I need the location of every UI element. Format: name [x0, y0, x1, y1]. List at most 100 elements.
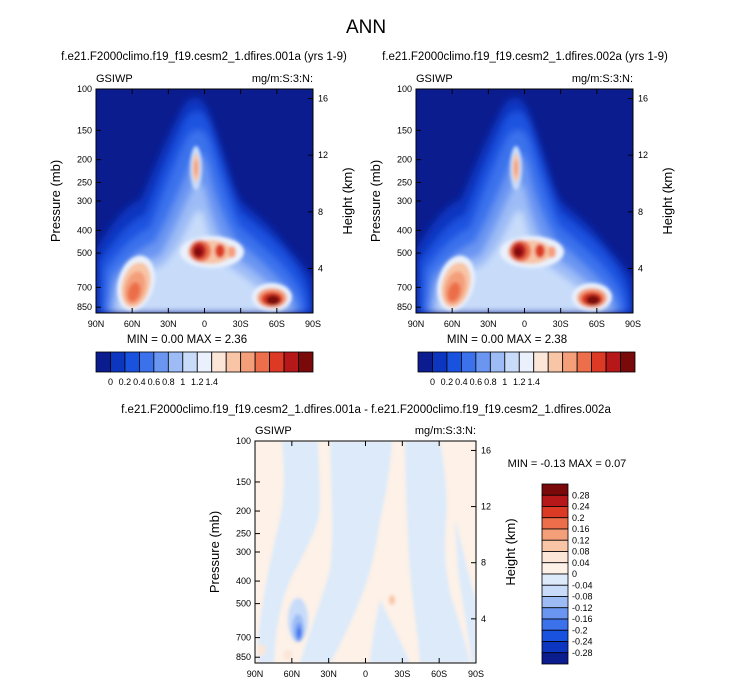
x-tick-label: 30S [394, 669, 410, 679]
colorbar-label: 0.08 [572, 547, 590, 557]
colorbar-swatch [110, 351, 126, 373]
colorbar-label: 1.2 [191, 377, 204, 387]
colorbar-swatch [541, 494, 569, 507]
colorbar-swatch [541, 562, 569, 575]
colorbar-label: -0.12 [572, 603, 593, 613]
colorbar-swatch [541, 652, 569, 665]
x-tick-label: 60S [269, 319, 285, 329]
panel-diff-axes: 90N 60N 30N 0 30S 60S 90S 100 150 200 250 300 400 500… [236, 436, 491, 679]
colorbar-label: 0.2 [441, 377, 454, 387]
colorbar-label: -0.28 [572, 648, 593, 658]
panel-2-axes: 90N 60N 30N 0 30S 60S 90S 100 150 200 250 300 400 500… [397, 84, 648, 329]
colorbar-swatch [298, 351, 314, 373]
colorbar-swatch [283, 351, 299, 373]
y-tick-label: 200 [77, 155, 92, 165]
panel-2-field [416, 89, 633, 313]
y-tick-label: 500 [236, 599, 251, 609]
colorbar-swatch [541, 641, 569, 654]
x-tick-label: 30S [553, 319, 569, 329]
colorbar-label: 0.8 [162, 377, 175, 387]
y-tick-label: 300 [77, 196, 92, 206]
panel-diff-minmax: MIN = -0.13 MAX = 0.07 [508, 458, 627, 470]
colorbar-label: 0.28 [572, 490, 590, 500]
colorbar-label: 0.2 [572, 513, 585, 523]
panel-2-ylabel: Pressure (mb) [368, 160, 383, 242]
x-tick-label: 90S [468, 669, 484, 679]
x-tick-label: 30N [480, 319, 497, 329]
colorbar-swatch [240, 351, 256, 373]
x-tick-label: 0 [202, 319, 207, 329]
y-tick-label: 200 [236, 506, 251, 516]
x-tick-label: 90N [408, 319, 425, 329]
colorbar-swatch [541, 584, 569, 597]
y-tick-label: 250 [77, 177, 92, 187]
colorbar-swatch [541, 573, 569, 586]
colorbar-label: -0.2 [572, 625, 588, 635]
colorbar-swatch [182, 351, 198, 373]
x-tick-label: 60S [589, 319, 605, 329]
colorbar-label: 0 [572, 569, 577, 579]
colorbar-swatch [541, 551, 569, 564]
y-tick-label: 700 [236, 633, 251, 643]
panel-2-units: mg/m:S:3:N: [572, 73, 633, 85]
y-tick-label: 700 [397, 282, 412, 292]
panel-2: f.e21.F2000climo.f19_f19.cesm2_1.dfires.… [368, 51, 675, 387]
panel-diff-colorbar: 0.280.240.20.160.120.080.040-0.04-0.08-0… [541, 483, 593, 665]
figure-title: ANN [346, 17, 386, 38]
x-tick-label: 60N [124, 319, 141, 329]
x-tick-label: 90N [88, 319, 105, 329]
y-tick-label: 850 [397, 302, 412, 312]
x-tick-label: 90S [625, 319, 641, 329]
colorbar-swatch [432, 351, 448, 373]
x-tick-label: 60S [431, 669, 447, 679]
colorbar-swatch [138, 351, 155, 373]
y-tick-label: 200 [397, 155, 412, 165]
x-tick-label: 30N [160, 319, 177, 329]
colorbar-swatch [541, 539, 569, 552]
panel-1-axes: 90N 60N 30N 0 30S 60S 90S 100 150 200 250 300 400 500… [77, 84, 328, 329]
panel-2-minmax: MIN = 0.00 MAX = 2.38 [447, 334, 567, 346]
y-tick-right-label: 16 [318, 94, 328, 104]
panel-2-ylabel-right: Height (km) [660, 167, 675, 234]
x-tick-label: 0 [522, 319, 527, 329]
y-tick-right-label: 16 [481, 445, 491, 455]
colorbar-swatch [460, 351, 477, 373]
colorbar-label: 0.8 [484, 377, 497, 387]
panel-2-variable: GSIWP [416, 73, 453, 85]
panel-1-units: mg/m:S:3:N: [252, 73, 313, 85]
colorbar-swatch [518, 351, 535, 373]
panel-1-field [96, 89, 313, 313]
y-tick-right-label: 8 [638, 207, 643, 217]
colorbar-swatch [211, 351, 227, 373]
y-tick-label: 400 [236, 576, 251, 586]
colorbar-label: 1.2 [513, 377, 526, 387]
y-tick-label: 100 [77, 84, 92, 94]
colorbar-swatch [541, 506, 569, 519]
colorbar-swatch [591, 351, 607, 373]
colorbar-label: 1.4 [527, 377, 540, 387]
colorbar-label: 1 [502, 377, 507, 387]
colorbar-swatch [605, 351, 621, 373]
colorbar-label: 1 [180, 377, 185, 387]
colorbar-swatch [269, 351, 285, 373]
colorbar-swatch [167, 351, 184, 373]
y-tick-label: 250 [236, 529, 251, 539]
y-tick-label: 850 [77, 302, 92, 312]
colorbar-label: 0.6 [470, 377, 483, 387]
y-tick-right-label: 8 [318, 207, 323, 217]
y-tick-label: 150 [397, 125, 412, 135]
colorbar-swatch [533, 351, 549, 373]
y-tick-label: 850 [236, 652, 251, 662]
colorbar-swatch [417, 351, 433, 373]
y-tick-right-label: 4 [638, 263, 643, 273]
colorbar-swatch [541, 607, 569, 620]
colorbar-swatch [95, 351, 111, 373]
y-tick-label: 150 [77, 125, 92, 135]
colorbar-swatch [475, 351, 491, 373]
colorbar-label: 0.4 [133, 377, 146, 387]
panel-diff-field [255, 441, 476, 663]
y-tick-right-label: 12 [638, 150, 648, 160]
colorbar-swatch [620, 351, 636, 373]
x-tick-label: 30S [233, 319, 249, 329]
